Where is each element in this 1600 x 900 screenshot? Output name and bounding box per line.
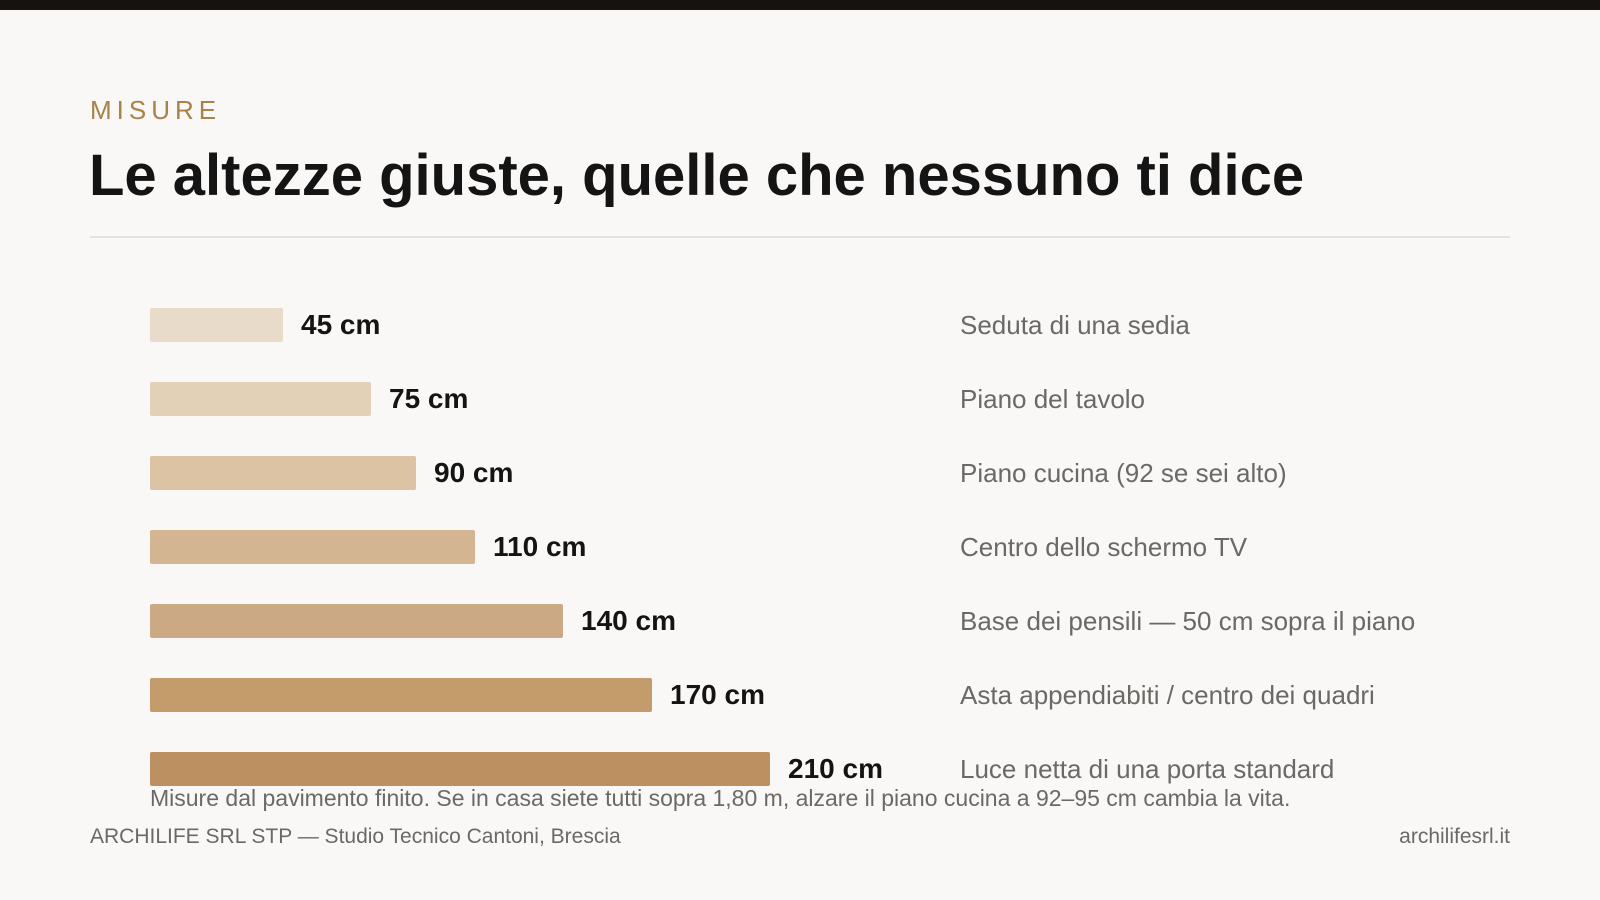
bar-category-label: Luce netta di una porta standard bbox=[960, 754, 1335, 784]
bar bbox=[150, 604, 563, 638]
title-divider bbox=[90, 236, 1510, 238]
bar bbox=[150, 752, 770, 786]
top-accent-bar bbox=[0, 0, 1600, 10]
bar bbox=[150, 530, 475, 564]
bar bbox=[150, 678, 652, 712]
bar-value-label: 45 cm bbox=[301, 309, 381, 340]
section-eyebrow: MISURE bbox=[90, 95, 222, 125]
bar-value-label: 75 cm bbox=[389, 383, 469, 414]
bar-category-label: Piano del tavolo bbox=[960, 384, 1146, 414]
chart-note: Misure dal pavimento finito. Se in casa … bbox=[150, 785, 1291, 811]
bar-category-label: Seduta di una sedia bbox=[960, 310, 1190, 340]
bar bbox=[150, 456, 416, 490]
bar-value-label: 90 cm bbox=[434, 457, 514, 488]
bar-category-label: Base dei pensili — 50 cm sopra il piano bbox=[960, 606, 1416, 636]
bar-category-label: Asta appendiabiti / centro dei quadri bbox=[960, 680, 1375, 710]
bar bbox=[150, 382, 371, 416]
bar-value-label: 140 cm bbox=[581, 605, 676, 636]
footer-company: ARCHILIFE SRL STP — Studio Tecnico Canto… bbox=[90, 825, 621, 848]
footer-website-link[interactable]: archilifesrl.it bbox=[1399, 825, 1510, 848]
bar-category-label: Piano cucina (92 se sei alto) bbox=[960, 458, 1287, 488]
bar-value-label: 170 cm bbox=[670, 679, 765, 710]
page-title: Le altezze giuste, quelle che nessuno ti… bbox=[89, 143, 1305, 208]
bar-value-label: 210 cm bbox=[788, 753, 883, 784]
bar-value-label: 110 cm bbox=[493, 531, 587, 562]
bar bbox=[150, 308, 283, 342]
bar-category-label: Centro dello schermo TV bbox=[960, 532, 1248, 562]
